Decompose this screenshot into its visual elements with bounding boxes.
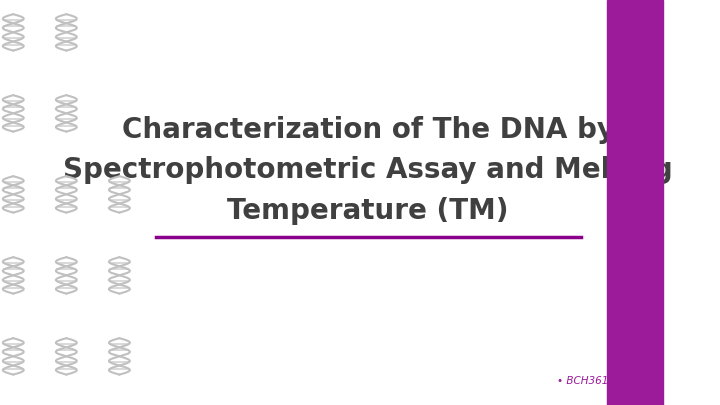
Text: Characterization of The DNA by: Characterization of The DNA by	[122, 115, 615, 144]
Text: • BCH361- Practical: • BCH361- Practical	[557, 376, 660, 386]
Text: Temperature (TM): Temperature (TM)	[228, 196, 509, 225]
Bar	[607, 0, 663, 405]
Text: Spectrophotometric Assay and Melting: Spectrophotometric Assay and Melting	[63, 156, 673, 184]
